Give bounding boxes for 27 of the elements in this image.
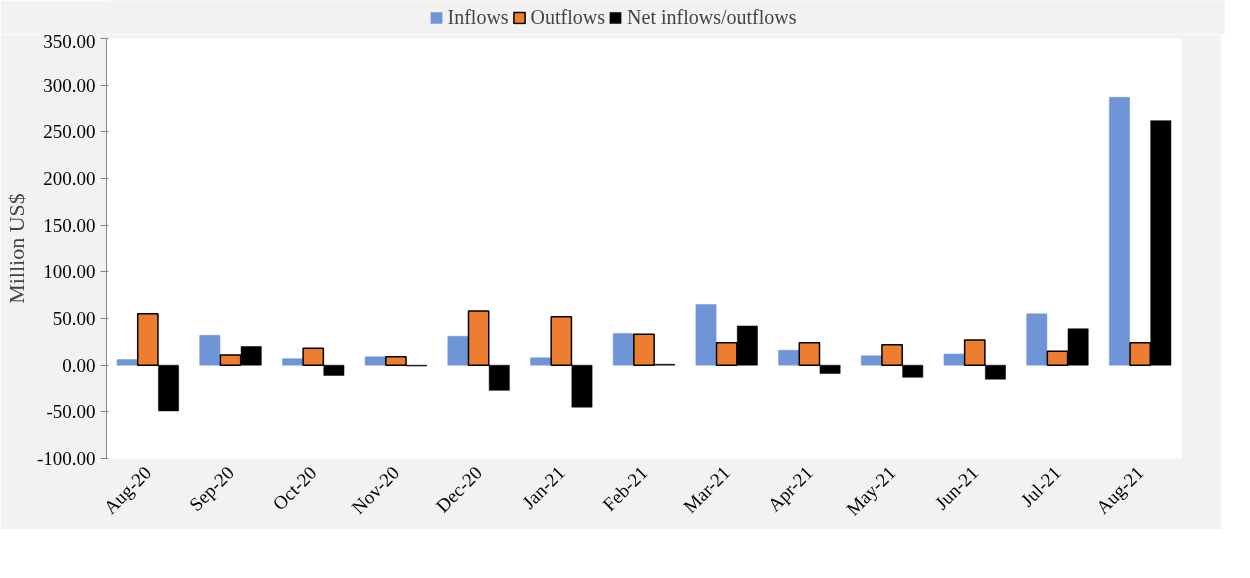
- bar: [695, 304, 717, 366]
- y-tick-label: -50.00: [46, 401, 96, 423]
- bar: [116, 359, 138, 366]
- bar: [612, 333, 634, 366]
- bar: [199, 335, 221, 366]
- bar: [364, 356, 386, 366]
- y-tick-label: 0.00: [62, 354, 96, 376]
- y-tick-label: 150.00: [43, 214, 96, 236]
- y-tick-label: 250.00: [43, 121, 96, 143]
- bar: [447, 335, 469, 366]
- y-tick-label: 200.00: [43, 168, 96, 189]
- bar: [778, 349, 800, 366]
- bar: [1026, 313, 1048, 366]
- y-axis-title: Million US$: [3, 193, 29, 304]
- y-tick-label: 300.00: [43, 74, 96, 96]
- y-tick-label: 350.00: [43, 30, 96, 52]
- legend-label: Outflows: [530, 5, 606, 29]
- bar: [530, 357, 552, 366]
- y-tick-label: 50.00: [52, 308, 96, 329]
- y-tick-label: -100.00: [36, 448, 96, 469]
- bar: [943, 353, 965, 366]
- bar: [861, 355, 882, 366]
- legend-label: Net inflows/outflows: [627, 5, 797, 29]
- bar: [282, 358, 303, 366]
- bar: [1109, 97, 1130, 366]
- legend-label: Inflows: [447, 5, 509, 29]
- y-tick-label: 100.00: [43, 261, 96, 283]
